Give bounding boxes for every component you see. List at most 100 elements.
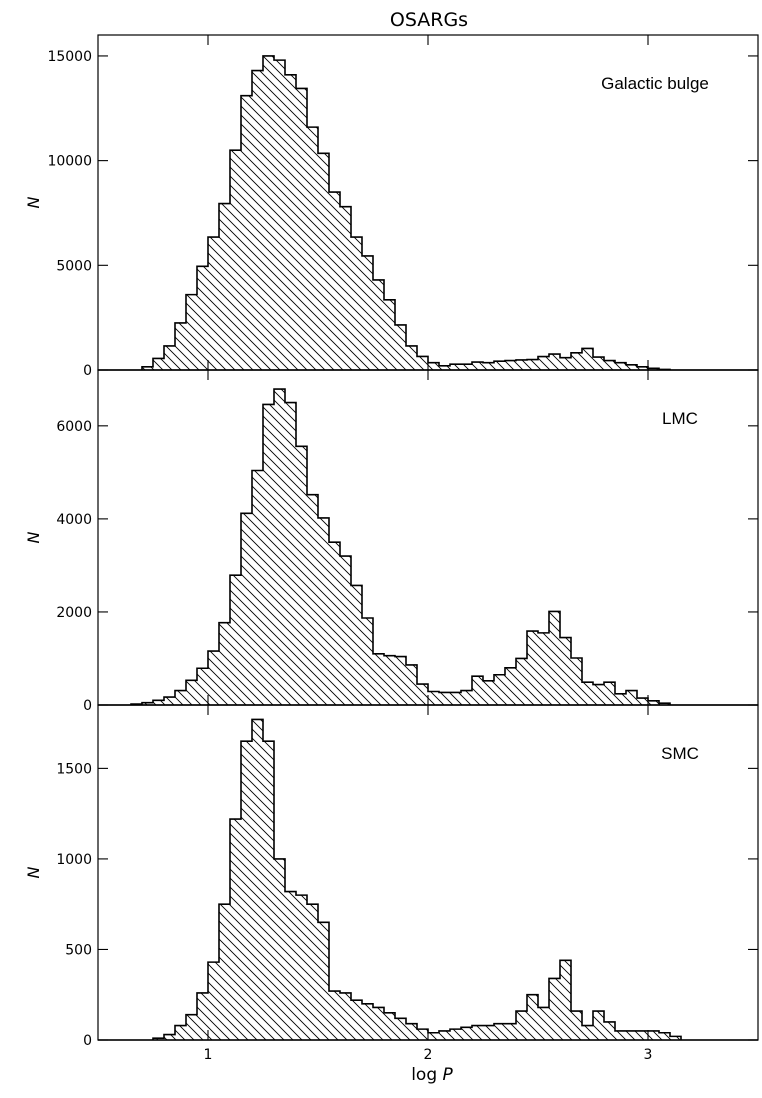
histogram-bar xyxy=(384,299,395,370)
histogram-bar xyxy=(604,360,615,370)
histogram-bar xyxy=(516,359,527,370)
histogram-bar xyxy=(318,517,329,705)
histogram-bar xyxy=(626,1030,637,1040)
histogram-bar xyxy=(351,585,362,705)
histogram-bar xyxy=(571,352,582,370)
histogram-bar xyxy=(285,891,296,1040)
histogram-bar xyxy=(450,692,461,705)
histogram-bar xyxy=(241,741,252,1040)
histogram-bar xyxy=(472,362,483,370)
histogram-bar xyxy=(615,1030,626,1040)
histogram-bar xyxy=(472,1025,483,1040)
histogram-bar xyxy=(296,446,307,705)
histogram-bar xyxy=(670,1036,681,1040)
histogram-bar xyxy=(296,88,307,370)
histogram-bar xyxy=(373,653,384,705)
histogram-bar xyxy=(340,556,351,705)
histogram-bar xyxy=(516,658,527,705)
histogram-bar xyxy=(406,345,417,370)
x-tick-label: 1 xyxy=(204,1047,213,1063)
histogram-bar xyxy=(230,575,241,705)
histogram-bar xyxy=(362,1003,373,1040)
y-tick-label: 1000 xyxy=(56,852,92,868)
histogram-bar xyxy=(263,404,274,705)
y-axis-label: N xyxy=(24,866,43,878)
histogram-bar xyxy=(571,1011,582,1040)
histogram-bar xyxy=(582,1025,593,1040)
histogram-bar xyxy=(175,1025,186,1040)
histogram-bar xyxy=(494,1023,505,1040)
histogram-bar xyxy=(230,819,241,1040)
x-axis-label-prefix: log xyxy=(411,1065,437,1085)
histogram-bar xyxy=(274,389,285,705)
histogram-bar xyxy=(153,358,164,370)
histogram-bar xyxy=(351,1000,362,1040)
histogram-bar xyxy=(252,470,263,705)
histogram-bar xyxy=(142,366,153,370)
y-tick-label: 0 xyxy=(83,698,92,714)
histogram-bar xyxy=(637,366,648,370)
histogram-bar xyxy=(351,237,362,370)
panel-label-lmc: LMC xyxy=(662,409,698,428)
histogram-bar xyxy=(604,1021,615,1040)
histogram-bar xyxy=(450,1029,461,1040)
histogram-bar xyxy=(219,203,230,370)
histogram-bar xyxy=(153,1038,164,1040)
histogram-bar xyxy=(395,324,406,370)
histogram-bar xyxy=(626,690,637,705)
histogram-bar xyxy=(164,345,175,370)
histogram-bar xyxy=(175,322,186,370)
histogram-bar xyxy=(428,1032,439,1040)
y-tick-label: 15000 xyxy=(47,49,92,65)
histogram-bar xyxy=(197,992,208,1040)
panel-label-smc: SMC xyxy=(661,744,699,763)
histogram-bar xyxy=(318,922,329,1040)
histogram-bar xyxy=(461,690,472,705)
histogram-bar xyxy=(417,1029,428,1040)
y-tick-label: 1500 xyxy=(56,761,92,777)
histogram-bar xyxy=(153,700,164,705)
histogram-bar xyxy=(615,693,626,705)
histogram-bar xyxy=(593,357,604,370)
histogram-bar xyxy=(659,703,670,705)
histogram-bar xyxy=(219,622,230,705)
histogram-bar xyxy=(318,153,329,370)
histogram-bar xyxy=(186,1014,197,1040)
histogram-bar xyxy=(230,150,241,370)
y-tick-label: 6000 xyxy=(56,419,92,435)
panel-frame xyxy=(97,369,759,706)
histogram-bar xyxy=(362,617,373,705)
histogram-outline xyxy=(152,718,682,1040)
histogram-bar xyxy=(164,697,175,705)
histogram-bar xyxy=(252,719,263,1040)
histogram-bar xyxy=(549,611,560,705)
histogram-bar xyxy=(197,266,208,370)
histogram-bar xyxy=(483,1025,494,1040)
histogram-bar xyxy=(329,192,340,370)
x-axis-label: log P xyxy=(411,1065,453,1085)
histogram-bar xyxy=(648,1030,659,1040)
histogram-bar xyxy=(472,676,483,705)
y-axis-label: N xyxy=(24,196,43,208)
histogram-bar xyxy=(648,368,659,370)
histogram-bar xyxy=(439,365,450,370)
histogram-bar xyxy=(263,741,274,1040)
histogram-bar xyxy=(560,960,571,1040)
histogram-bar xyxy=(307,494,318,705)
histogram-bar xyxy=(417,684,428,705)
histogram-bar xyxy=(505,1023,516,1040)
histogram-outline xyxy=(130,388,671,705)
histogram-bar xyxy=(373,279,384,370)
histogram-bar xyxy=(659,1032,670,1040)
histogram-bar xyxy=(626,364,637,370)
histogram-bar xyxy=(461,1027,472,1040)
histogram-bar xyxy=(527,359,538,370)
histogram-bar xyxy=(461,364,472,370)
histogram-bar xyxy=(538,632,549,705)
histogram-bar xyxy=(593,1011,604,1040)
histogram-bar xyxy=(615,362,626,370)
histogram-bar xyxy=(494,674,505,705)
y-axis-label: N xyxy=(24,531,43,543)
x-tick-label: 3 xyxy=(644,1047,653,1063)
